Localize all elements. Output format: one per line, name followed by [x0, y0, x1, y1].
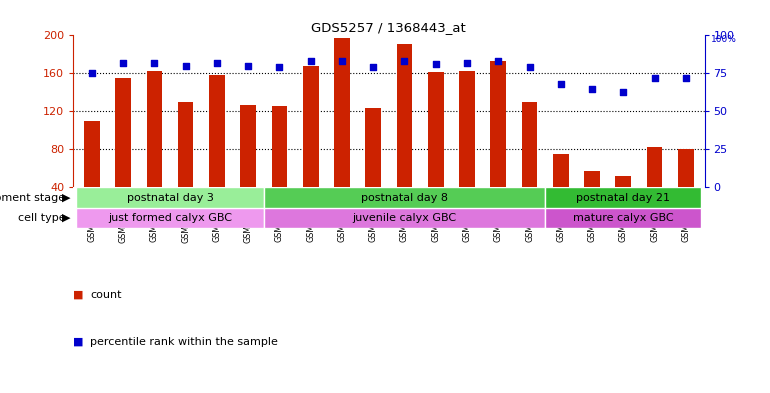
Point	[242, 62, 254, 69]
Point	[492, 58, 504, 64]
Point	[398, 58, 410, 64]
Bar	[334, 38, 350, 187]
Point	[554, 81, 567, 87]
Point	[179, 62, 192, 69]
Bar	[116, 78, 131, 187]
Point	[117, 60, 129, 66]
Bar	[584, 171, 600, 187]
Point	[430, 61, 442, 67]
Bar	[84, 121, 100, 187]
Text: postnatal day 21: postnatal day 21	[576, 193, 670, 202]
Point	[367, 64, 380, 70]
Text: development stage: development stage	[0, 193, 65, 202]
Bar	[178, 102, 193, 187]
Bar	[545, 208, 701, 228]
Point	[273, 64, 286, 70]
Bar	[76, 208, 264, 228]
Point	[336, 58, 348, 64]
Bar	[522, 102, 537, 187]
Bar	[397, 44, 412, 187]
Text: mature calyx GBC: mature calyx GBC	[573, 213, 674, 223]
Point	[648, 75, 661, 81]
Bar	[459, 70, 475, 187]
Point	[617, 88, 629, 95]
Text: ▶: ▶	[62, 213, 70, 223]
Text: postnatal day 8: postnatal day 8	[361, 193, 448, 202]
Point	[460, 60, 473, 66]
Text: 100%: 100%	[711, 35, 737, 44]
Bar	[366, 108, 381, 187]
Point	[524, 64, 536, 70]
Text: just formed calyx GBC: just formed calyx GBC	[108, 213, 232, 223]
Bar	[553, 154, 568, 187]
Point	[586, 85, 598, 92]
Bar	[678, 149, 694, 187]
Point	[305, 58, 317, 64]
Bar	[303, 66, 319, 187]
Bar	[428, 72, 444, 187]
Text: cell type: cell type	[18, 213, 65, 223]
Text: ■: ■	[73, 337, 84, 347]
Bar	[76, 187, 264, 208]
Bar	[264, 208, 545, 228]
Point	[211, 60, 223, 66]
Text: count: count	[90, 290, 122, 300]
Bar	[615, 176, 631, 187]
Point	[85, 70, 98, 77]
Bar	[209, 75, 225, 187]
Text: percentile rank within the sample: percentile rank within the sample	[90, 337, 278, 347]
Bar	[545, 187, 701, 208]
Bar	[146, 72, 162, 187]
Bar	[240, 105, 256, 187]
Bar	[490, 61, 506, 187]
Title: GDS5257 / 1368443_at: GDS5257 / 1368443_at	[312, 21, 466, 34]
Text: juvenile calyx GBC: juvenile calyx GBC	[353, 213, 457, 223]
Bar	[272, 106, 287, 187]
Text: ▶: ▶	[62, 193, 70, 202]
Bar	[647, 147, 662, 187]
Text: postnatal day 3: postnatal day 3	[126, 193, 213, 202]
Point	[149, 60, 161, 66]
Point	[680, 75, 692, 81]
Text: ■: ■	[73, 290, 84, 300]
Bar	[264, 187, 545, 208]
